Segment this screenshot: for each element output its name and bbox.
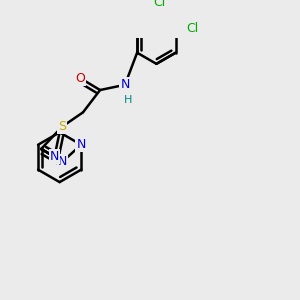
Text: N: N <box>50 150 59 163</box>
Text: N: N <box>58 155 68 168</box>
Text: N: N <box>120 78 130 91</box>
Text: Cl: Cl <box>187 22 199 35</box>
Text: O: O <box>76 72 85 85</box>
Text: S: S <box>58 120 66 133</box>
Text: H: H <box>123 95 132 105</box>
Text: N: N <box>76 138 86 151</box>
Text: Cl: Cl <box>153 0 165 9</box>
